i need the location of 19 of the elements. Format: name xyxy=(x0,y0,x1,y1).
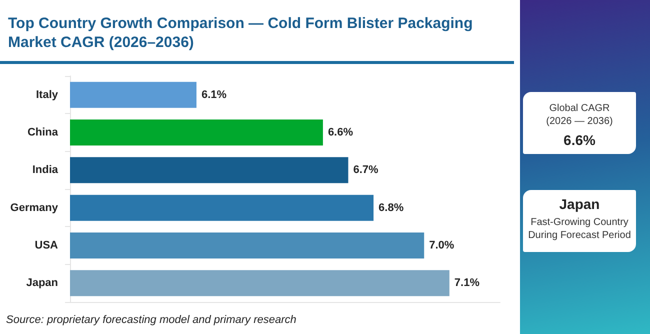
text: 6.6% xyxy=(562,132,596,148)
text: (2026 — 2036) xyxy=(545,115,614,128)
data-label: 6.1% xyxy=(201,88,227,101)
y-tick-label: Japan xyxy=(26,277,58,290)
chart-title: Top Country Growth Comparison — Cold Form Blister Packaging Market CAGR (2026–2036) xyxy=(8,14,474,52)
y-tick-label: Italy xyxy=(36,88,59,101)
text: Japan xyxy=(558,196,601,212)
text: Fast-Growing Country During Forecast Period xyxy=(527,216,632,242)
y-tick-label: Germany xyxy=(10,202,59,214)
y-tick-label: China xyxy=(27,126,59,138)
data-label: 7.1% xyxy=(454,277,480,290)
y-tick-label: India xyxy=(32,164,59,176)
source-note: Source: proprietary forecasting model and primary research xyxy=(6,314,296,326)
data-label: 6.7% xyxy=(353,164,379,176)
y-tick-label: USA xyxy=(34,240,58,252)
data-label: 7.0% xyxy=(429,240,454,252)
data-label: 6.8% xyxy=(378,202,404,214)
text: Global CAGR xyxy=(548,102,611,115)
data-label: 6.6% xyxy=(328,126,354,138)
